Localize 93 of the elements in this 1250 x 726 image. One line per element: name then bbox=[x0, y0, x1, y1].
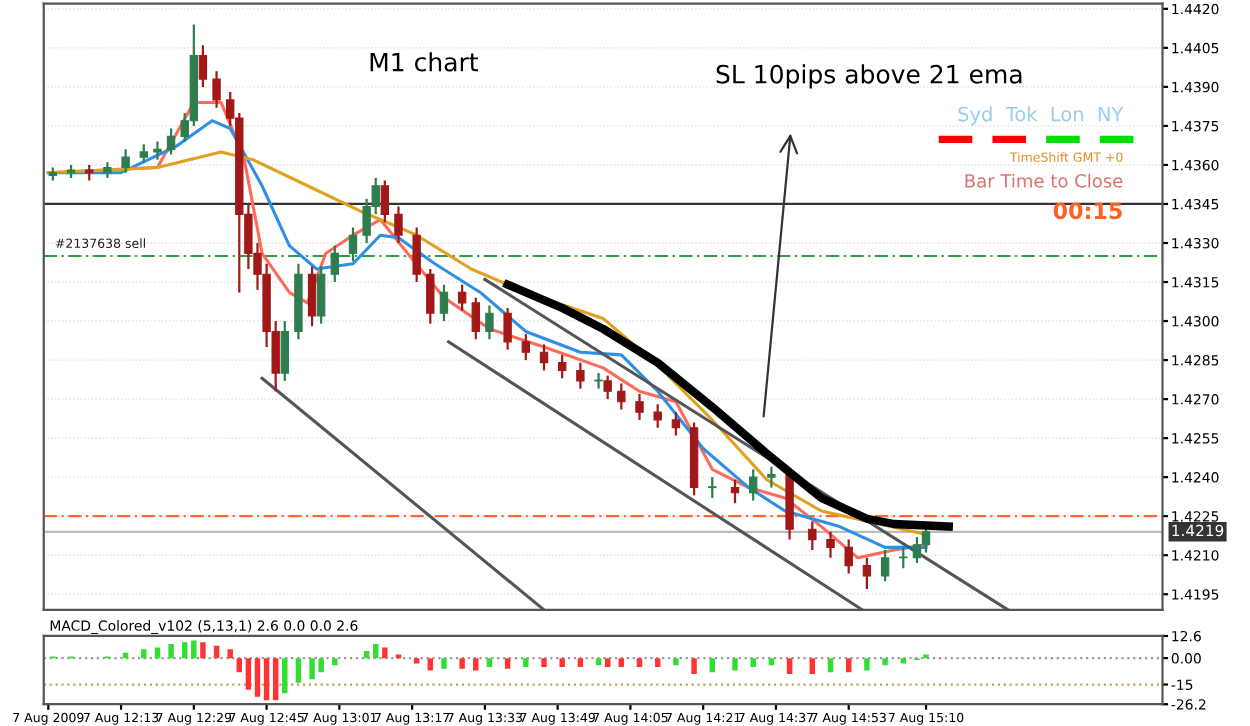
bar bbox=[473, 658, 479, 671]
bar bbox=[750, 658, 756, 667]
bar bbox=[786, 658, 793, 674]
candlestick bbox=[394, 205, 403, 245]
annotation: 00:15 bbox=[1053, 202, 1122, 220]
bar bbox=[636, 658, 643, 667]
bar bbox=[254, 658, 261, 697]
candlestick bbox=[348, 226, 358, 263]
candlestick bbox=[603, 374, 612, 401]
candlestick bbox=[485, 304, 494, 341]
bar bbox=[882, 658, 888, 666]
bar bbox=[245, 658, 252, 690]
candlestick bbox=[880, 548, 890, 583]
bar bbox=[200, 642, 206, 659]
candlestick bbox=[412, 226, 421, 284]
bar bbox=[618, 658, 625, 667]
candlestick bbox=[521, 332, 531, 362]
bar bbox=[213, 645, 220, 659]
bar bbox=[427, 658, 434, 671]
bar bbox=[373, 644, 379, 659]
bar bbox=[768, 658, 775, 666]
candlestick bbox=[635, 392, 644, 422]
candlestick bbox=[471, 296, 480, 341]
annotation: Bar Time to Close bbox=[965, 173, 1123, 188]
candlestick bbox=[212, 70, 221, 109]
bar bbox=[595, 658, 602, 666]
bar bbox=[363, 651, 370, 659]
bar bbox=[827, 658, 834, 673]
bar bbox=[382, 647, 388, 659]
bar bbox=[504, 658, 511, 669]
bar bbox=[732, 658, 738, 671]
bar bbox=[864, 658, 870, 671]
bar bbox=[541, 658, 547, 667]
candlestick bbox=[198, 44, 208, 88]
bar bbox=[673, 658, 679, 666]
candlestick bbox=[166, 127, 176, 156]
candlestick bbox=[439, 283, 449, 323]
candlestick bbox=[899, 546, 908, 570]
bar bbox=[845, 658, 852, 673]
bar bbox=[263, 658, 270, 701]
candlestick bbox=[844, 538, 853, 575]
bar bbox=[272, 658, 279, 701]
bar bbox=[577, 658, 584, 667]
candlestick bbox=[749, 468, 758, 502]
candlestick bbox=[503, 306, 512, 351]
candlestick bbox=[671, 411, 681, 437]
candlestick bbox=[153, 140, 162, 161]
annotation: SL 10pips above 21 ema bbox=[716, 64, 1022, 89]
candlestick bbox=[558, 353, 567, 380]
bar bbox=[459, 658, 465, 669]
bar bbox=[691, 658, 697, 674]
candlestick bbox=[121, 148, 130, 174]
candlestick bbox=[767, 465, 776, 489]
candlestick bbox=[316, 265, 326, 325]
candlestick bbox=[539, 343, 549, 372]
bar bbox=[709, 658, 715, 673]
bar bbox=[523, 658, 529, 667]
bar bbox=[332, 658, 338, 666]
candlestick bbox=[280, 319, 289, 382]
bar bbox=[654, 658, 661, 667]
bar bbox=[559, 658, 565, 667]
candlestick bbox=[457, 283, 467, 312]
bar bbox=[295, 658, 302, 683]
bar bbox=[282, 658, 288, 694]
bar bbox=[141, 649, 147, 659]
candlestick bbox=[594, 371, 603, 390]
candlestick bbox=[576, 361, 585, 390]
line-series bbox=[503, 280, 953, 531]
annotation: Syd Tok Lon NY bbox=[958, 106, 1124, 126]
candlestick bbox=[380, 179, 390, 224]
candlestick bbox=[808, 520, 817, 552]
bar bbox=[191, 640, 197, 659]
candlestick bbox=[617, 382, 626, 411]
candlestick bbox=[862, 556, 872, 591]
candlestick bbox=[708, 476, 717, 500]
candlestick bbox=[653, 403, 662, 429]
bar bbox=[604, 658, 611, 667]
candlestick bbox=[921, 525, 931, 554]
annotation: M1 chart bbox=[370, 52, 478, 72]
bar bbox=[236, 658, 243, 673]
candlestick bbox=[426, 267, 435, 325]
bar bbox=[227, 649, 233, 659]
bar bbox=[182, 642, 188, 659]
bar bbox=[168, 644, 174, 659]
bar bbox=[441, 658, 447, 669]
candlestick bbox=[330, 244, 340, 284]
candlestick bbox=[139, 143, 148, 164]
candlestick bbox=[912, 535, 922, 565]
candlestick bbox=[730, 478, 740, 505]
candlestick bbox=[826, 530, 835, 559]
bar bbox=[809, 658, 816, 674]
candlestick bbox=[307, 265, 317, 328]
bar bbox=[486, 658, 493, 667]
